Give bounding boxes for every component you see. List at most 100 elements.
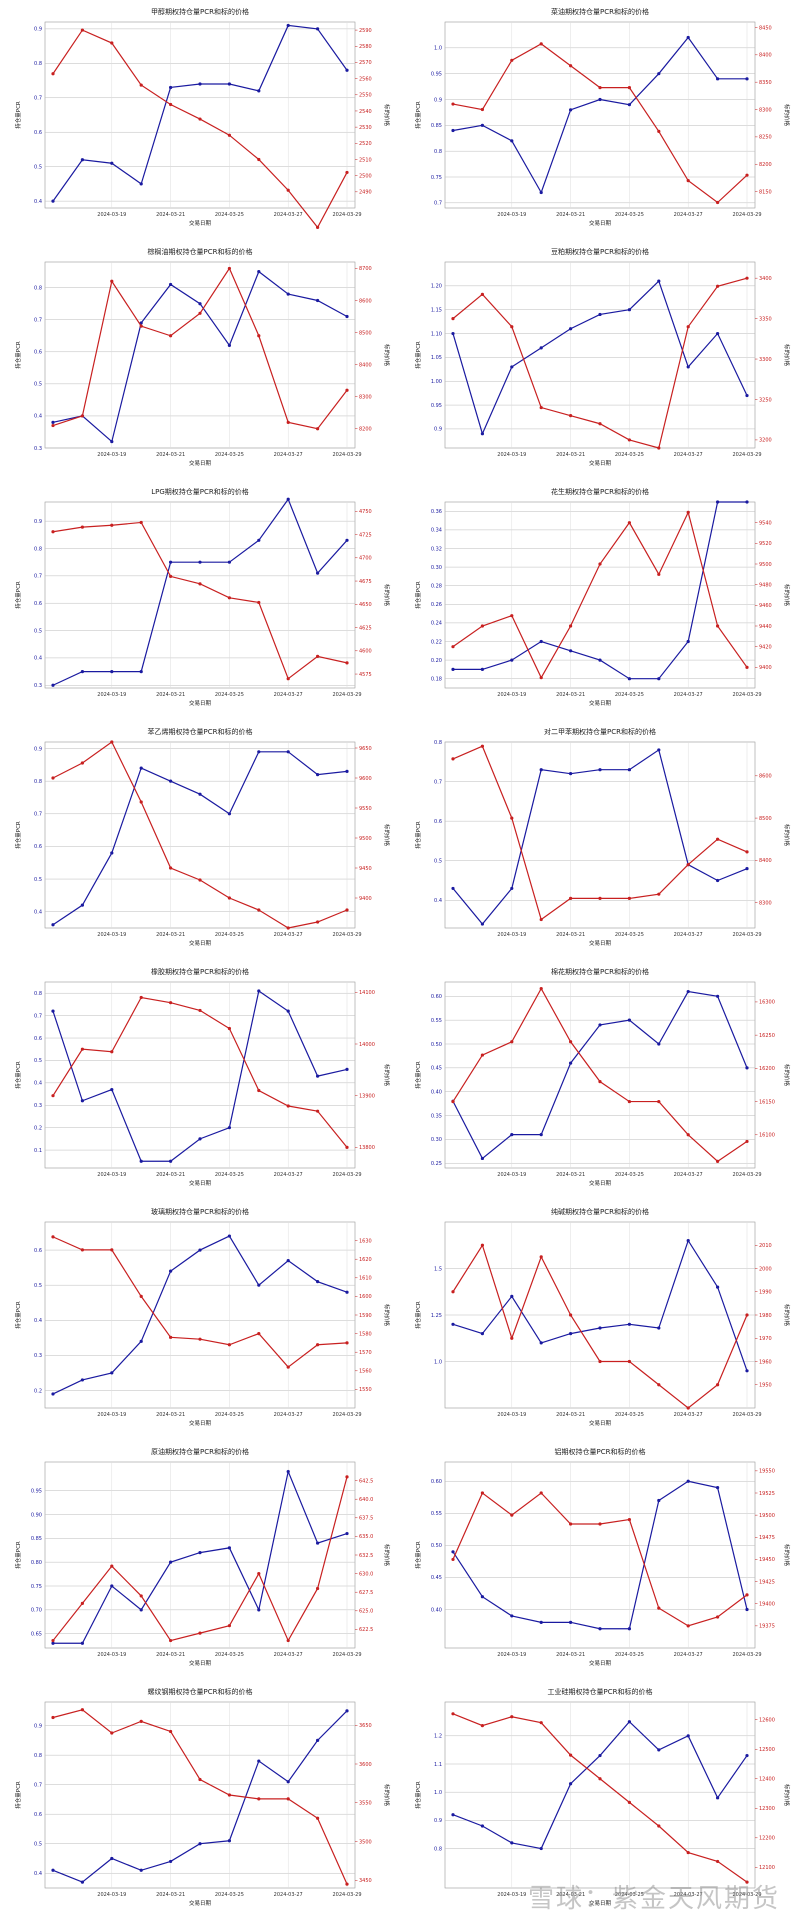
y-tick-right: 4650	[359, 602, 372, 608]
pcr-point	[198, 1248, 202, 1252]
price-point	[686, 1406, 690, 1410]
pcr-point	[169, 560, 173, 564]
y-tick-right: 1610	[359, 1276, 372, 1282]
y-axis-label-left: 持仓量PCR	[14, 581, 22, 609]
price-point	[686, 1850, 690, 1855]
price-point	[745, 173, 749, 177]
price-point	[598, 422, 602, 426]
y-tick-left: 1.5	[434, 1266, 442, 1272]
pcr-point	[80, 1099, 84, 1103]
chart-title: LPG期权持仓量PCR和标的价格	[151, 487, 249, 496]
pcr-point	[716, 878, 720, 883]
price-line	[52, 1236, 348, 1368]
x-tick-label: 2024-03-29	[732, 452, 761, 458]
y-tick-right: 8200	[359, 427, 372, 433]
pcr-point	[539, 1846, 543, 1851]
chart-panel: 铝期权持仓量PCR和标的价格 0.40 0.45 0.50 0.55 0.60 19375 1…	[400, 1440, 800, 1680]
pcr-point	[227, 1126, 231, 1130]
price-point	[286, 926, 290, 930]
y-tick-right: 13900	[359, 1093, 375, 1099]
pcr-point	[598, 1627, 602, 1631]
pcr-point	[569, 327, 573, 331]
y-axis-label-right: 标的价格	[383, 104, 391, 127]
y-tick-left: 0.6	[34, 350, 42, 356]
x-tick-label: 2024-03-29	[332, 1412, 361, 1418]
y-tick-right: 642.5	[359, 1478, 373, 1484]
plot-frame	[44, 741, 356, 929]
pcr-point	[286, 1009, 290, 1013]
y-axis-label-left: 持仓量PCR	[414, 1541, 422, 1569]
y-tick-left: 0.60	[431, 1479, 442, 1485]
pcr-point	[316, 1738, 320, 1742]
y-tick-left: 0.50	[431, 1543, 442, 1549]
y-tick-left: 0.90	[31, 1512, 42, 1518]
pcr-point	[110, 851, 114, 855]
y-tick-left: 0.36	[431, 509, 442, 515]
price-point	[539, 987, 543, 991]
pcr-point	[51, 1392, 55, 1396]
chart-svg: 橡胶期权持仓量PCR和标的价格 0.1 0.2 0.3 0.4 0.5 0.6 0.7 0.8 1…	[14, 967, 391, 1187]
price-point	[598, 86, 602, 90]
price-point	[451, 1712, 455, 1716]
y-tick-left: 0.9	[34, 27, 42, 33]
x-tick-label: 2024-03-19	[497, 1892, 526, 1898]
price-point	[451, 757, 455, 761]
pcr-point	[198, 1137, 202, 1141]
plot-frame	[44, 261, 356, 449]
y-axis-label-left: 持仓量PCR	[14, 1781, 22, 1809]
chart-svg: 对二甲苯期权持仓量PCR和标的价格 0.4 0.5 0.6 0.7 0.8 8300 8400…	[414, 727, 791, 947]
chart-panel: 甲醇期权持仓量PCR和标的价格 0.4 0.5 0.6 0.7 0.8 0.9 2490 250…	[0, 0, 400, 240]
y-tick-left: 1.00	[431, 379, 442, 385]
y-axis-label-left: 持仓量PCR	[14, 1061, 22, 1089]
pcr-line	[52, 1235, 348, 1395]
y-axis-label-right: 标的价格	[383, 1784, 391, 1807]
chart-title: 棉花期权持仓量PCR和标的价格	[551, 967, 649, 976]
y-axis-label-left: 持仓量PCR	[414, 1781, 422, 1809]
x-tick-label: 2024-03-27	[274, 1412, 303, 1418]
x-tick-label: 2024-03-29	[332, 1892, 361, 1898]
pcr-point	[139, 1608, 143, 1612]
pcr-point	[451, 1322, 455, 1326]
price-point	[569, 1522, 573, 1526]
x-tick-label: 2024-03-27	[674, 1892, 703, 1898]
x-tick-label: 2024-03-25	[615, 932, 644, 938]
pcr-point	[686, 639, 690, 644]
y-tick-right: 8200	[759, 162, 772, 168]
price-point	[510, 325, 514, 329]
price-point	[139, 800, 143, 804]
chart-title: 原油期权持仓量PCR和标的价格	[151, 1447, 249, 1456]
y-tick-left: 0.6	[34, 1036, 42, 1042]
y-tick-left: 1.20	[431, 284, 442, 290]
x-tick-label: 2024-03-25	[215, 1892, 244, 1898]
x-tick-label: 2024-03-29	[732, 1892, 761, 1898]
y-tick-right: 14000	[359, 1042, 375, 1048]
y-tick-right: 1980	[759, 1313, 772, 1319]
pcr-point	[627, 1720, 631, 1724]
price-point	[716, 837, 720, 841]
y-tick-right: 9500	[359, 836, 372, 842]
pcr-point	[480, 432, 484, 436]
pcr-point	[198, 792, 202, 796]
pcr-point	[80, 158, 84, 162]
y-tick-left: 0.9	[434, 97, 442, 103]
pcr-point	[316, 27, 320, 31]
pcr-point	[480, 123, 484, 127]
y-tick-right: 1990	[759, 1290, 772, 1296]
price-point	[227, 1343, 231, 1347]
pcr-point	[227, 560, 231, 564]
price-point	[316, 1109, 320, 1113]
x-axis-label: 交易日期	[589, 1419, 612, 1427]
price-point	[345, 1882, 349, 1886]
x-tick-label: 2024-03-19	[97, 1172, 126, 1178]
y-tick-left: 1.25	[431, 1313, 442, 1319]
y-axis-label-right: 标的价格	[783, 1304, 791, 1327]
price-point	[569, 1753, 573, 1757]
pcr-point	[139, 321, 143, 325]
pcr-point	[686, 365, 690, 369]
y-tick-right: 3300	[759, 357, 772, 363]
chart-title: 对二甲苯期权持仓量PCR和标的价格	[544, 727, 656, 736]
y-tick-left: 0.65	[31, 1631, 42, 1637]
x-tick-label: 2024-03-25	[615, 452, 644, 458]
y-tick-left: 0.8	[34, 285, 42, 291]
chart-svg: 螺纹钢期权持仓量PCR和标的价格 0.4 0.5 0.6 0.7 0.8 0.9 3450 35…	[14, 1687, 391, 1907]
